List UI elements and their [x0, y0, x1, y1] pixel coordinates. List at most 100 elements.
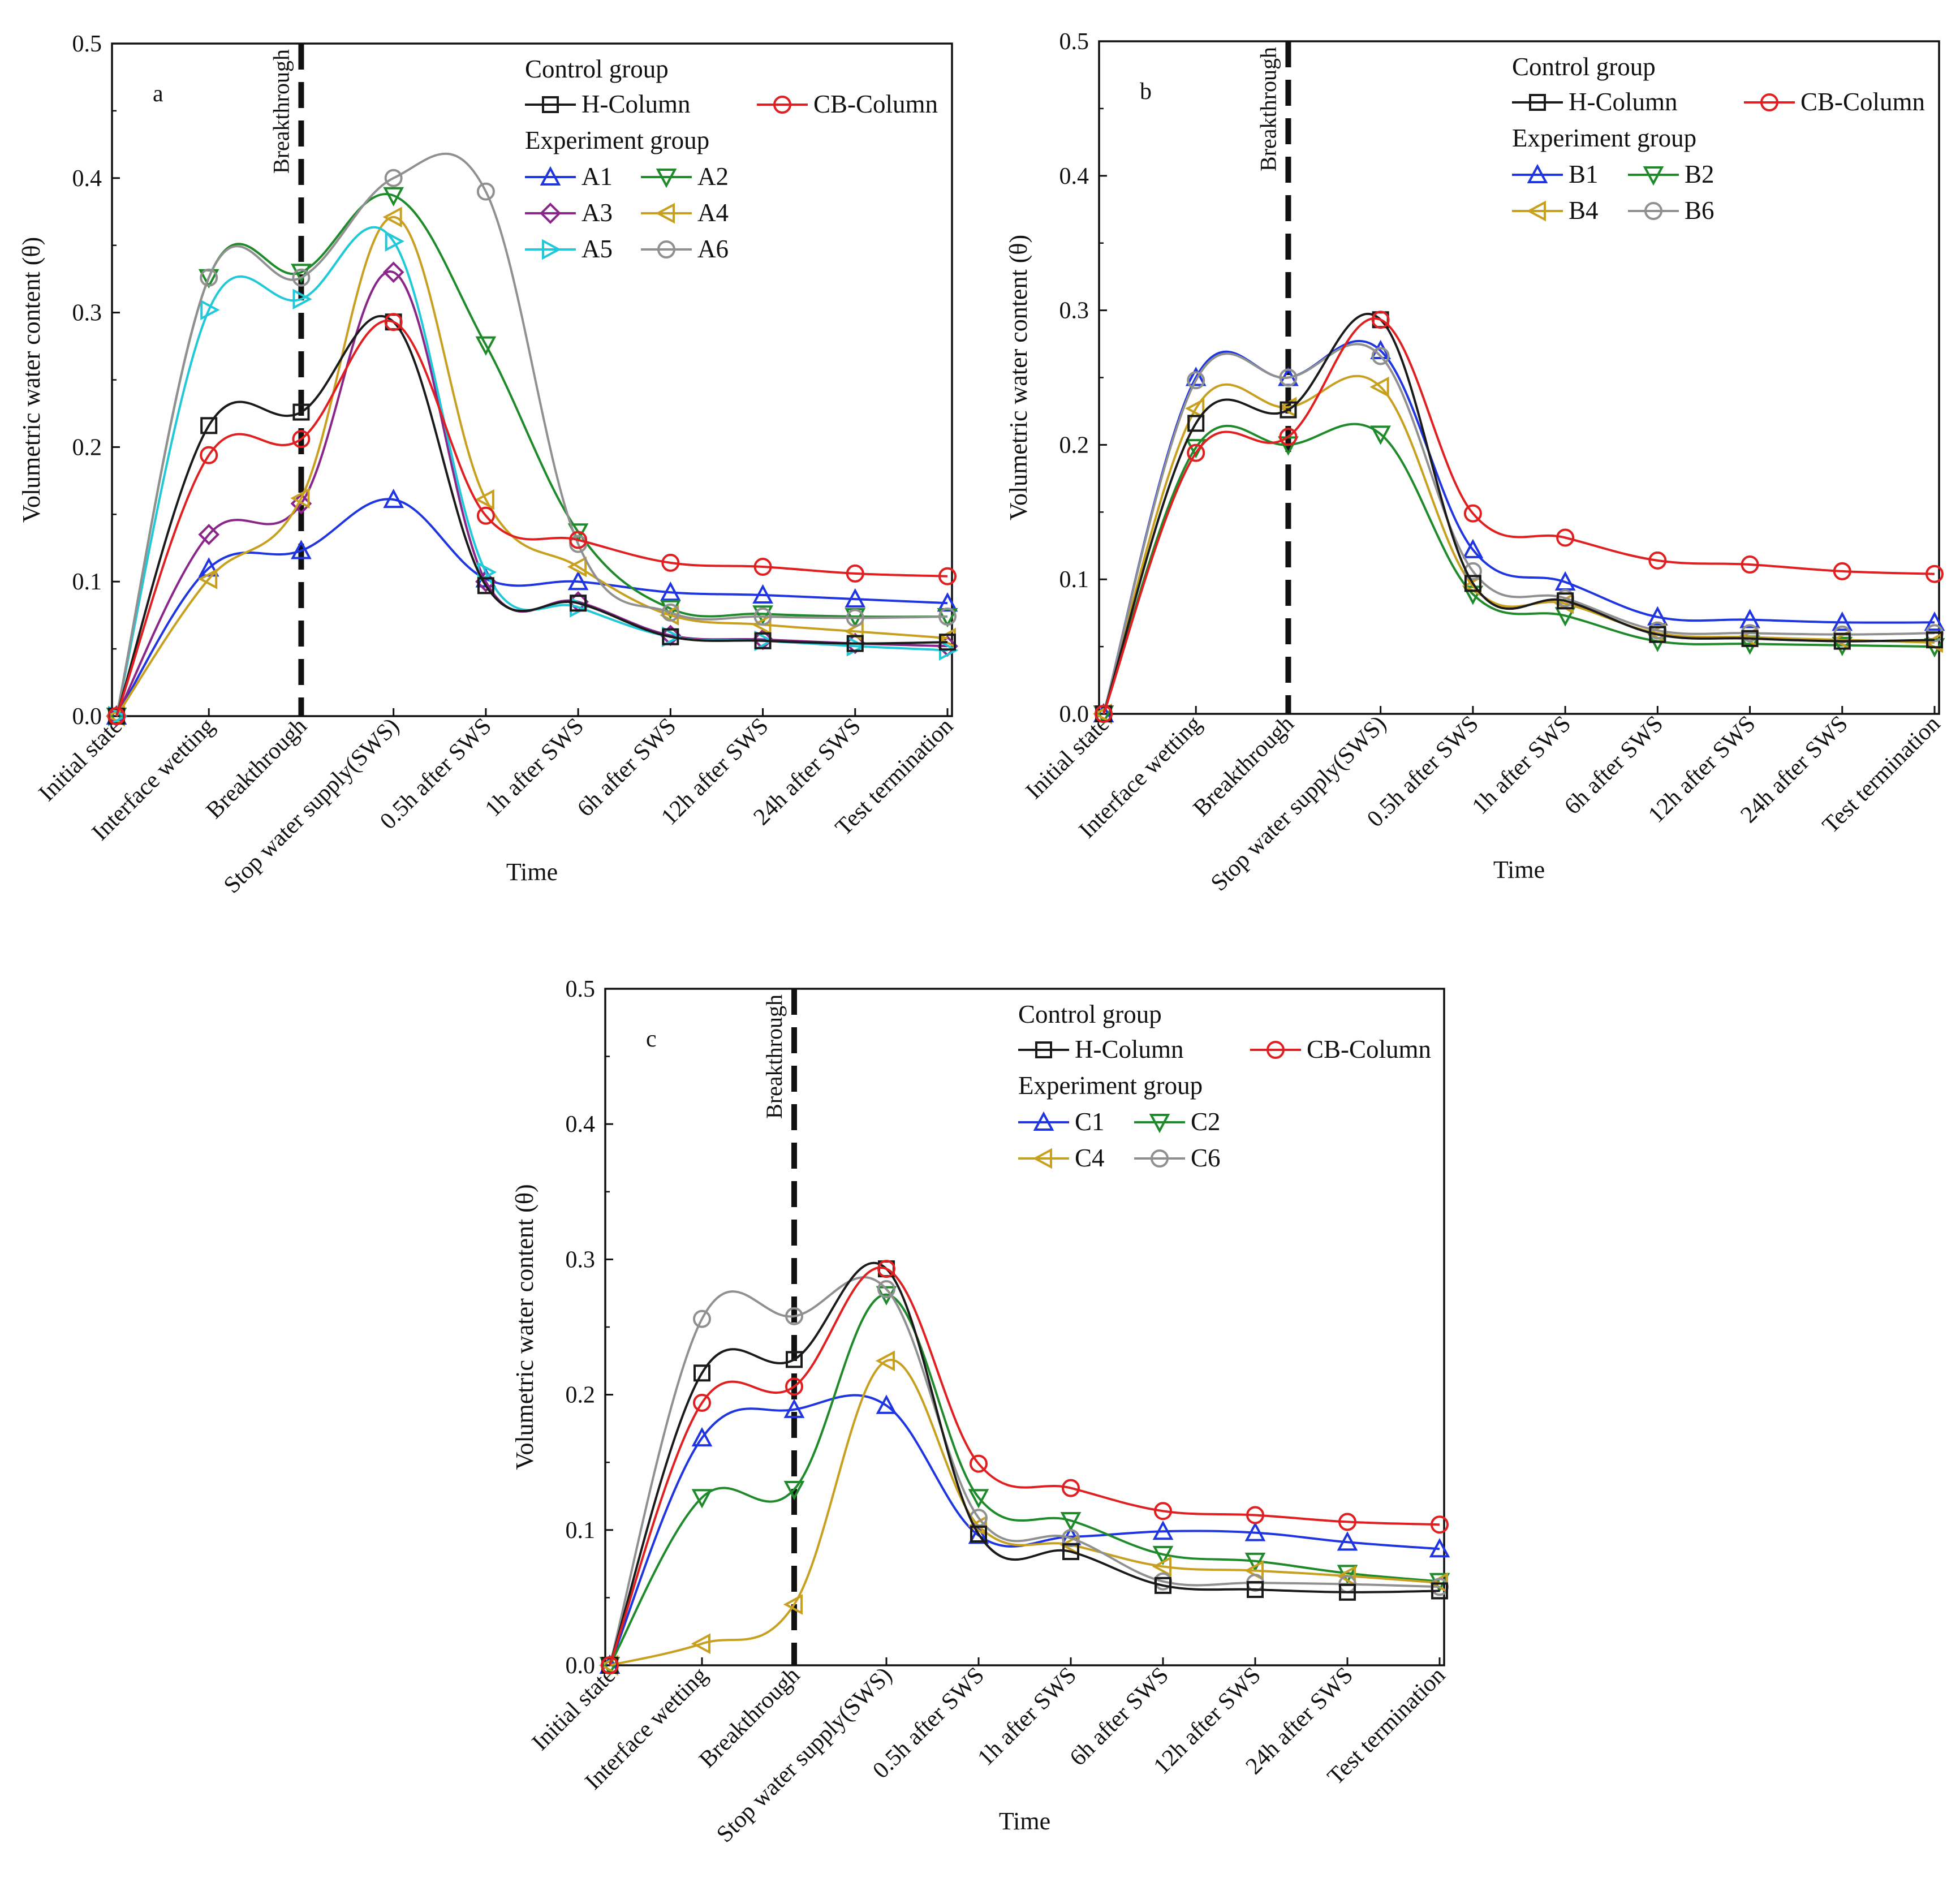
legend-label: C4: [1075, 1144, 1105, 1172]
data-point: [1154, 1502, 1172, 1520]
series-H-Column: [1095, 311, 1943, 722]
legend-label: A1: [581, 162, 613, 191]
legend-label: A5: [581, 235, 613, 263]
data-point: [661, 603, 680, 622]
data-point: [1155, 1576, 1171, 1594]
data-point: [385, 231, 404, 252]
legend-swatch-marker: [656, 169, 677, 188]
data-point: [567, 570, 589, 591]
data-point: [570, 595, 587, 612]
legend-label: CB-Column: [1307, 1035, 1431, 1063]
series-C6: [601, 1276, 1449, 1674]
data-point: [752, 605, 773, 625]
legend-label: CB-Column: [1800, 88, 1925, 116]
data-point: [291, 540, 312, 559]
data-point: [938, 567, 957, 585]
legend-swatch-marker: [540, 166, 561, 186]
data-point: [844, 632, 866, 654]
legend-label: C2: [1191, 1108, 1221, 1136]
legend-label: A2: [697, 162, 729, 191]
y-tick-label: 0.1: [566, 1518, 596, 1544]
data-point: [661, 553, 680, 572]
data-point: [875, 1350, 895, 1372]
y-axis-title: Volumetric water content (θ): [511, 1184, 539, 1470]
legend-heading-control: Control group: [1018, 1000, 1162, 1028]
legend-swatch-marker: [657, 240, 675, 259]
data-point: [1832, 611, 1853, 631]
y-tick-label: 0.5: [72, 31, 102, 57]
data-point: [970, 1525, 987, 1543]
data-point: [1648, 551, 1667, 570]
data-point: [783, 1481, 805, 1501]
data-point: [200, 417, 218, 434]
legend-item-A6: A6: [641, 235, 729, 263]
data-point: [1557, 592, 1574, 610]
data-point: [968, 1489, 989, 1509]
y-tick-label: 0.3: [72, 300, 102, 326]
legend-heading-experiment: Experiment group: [525, 126, 709, 154]
series-CB-Column: [1095, 311, 1944, 723]
data-point: [783, 1398, 805, 1418]
x-category-label: Stop water supply(SWS): [712, 1662, 897, 1848]
data-point: [845, 588, 866, 608]
data-point: [752, 614, 772, 635]
series-line: [1102, 313, 1935, 714]
data-point: [1152, 1520, 1174, 1540]
data-point: [846, 635, 864, 652]
series-line: [115, 152, 948, 717]
data-point: [1431, 1582, 1448, 1600]
x-category-label: 1h after SWS: [480, 713, 589, 822]
data-point: [1339, 1583, 1356, 1601]
legend: Control group H-Column CB-Column Experiment…: [1018, 1000, 1431, 1172]
data-point: [937, 592, 958, 612]
legend-item-CB-Column: CB-Column: [1250, 1035, 1431, 1063]
legend-item-B6: B6: [1628, 196, 1715, 225]
legend-label: A4: [697, 199, 729, 227]
data-point: [846, 609, 864, 627]
legend-item-C1: C1: [1018, 1108, 1105, 1136]
legend-label: H-Column: [581, 90, 691, 118]
data-point: [785, 1377, 803, 1396]
legend-item-A2: A2: [641, 162, 729, 191]
data-point: [877, 1260, 895, 1278]
series-line: [1102, 340, 1935, 714]
data-point: [1279, 368, 1298, 387]
x-axis-title: Time: [999, 1807, 1050, 1835]
legend-heading-experiment: Experiment group: [1018, 1071, 1203, 1100]
y-tick-label: 0.0: [1059, 701, 1089, 727]
legend-item-H-Column: H-Column: [525, 90, 691, 118]
legend: Control group H-Column CB-Column Experiment…: [1512, 53, 1925, 225]
data-point: [1337, 1531, 1358, 1551]
series-line: [609, 1293, 1440, 1666]
legend-item-A5: A5: [525, 235, 613, 263]
series-A3: [106, 261, 958, 727]
data-point: [1095, 705, 1113, 723]
y-tick-label: 0.4: [1059, 163, 1089, 189]
breakthrough-label: Breakthrough: [268, 49, 294, 174]
data-point: [1338, 1513, 1356, 1531]
y-tick-label: 0.4: [566, 1112, 596, 1138]
data-point: [968, 1524, 989, 1544]
legend-label: A3: [581, 199, 613, 227]
data-point: [938, 608, 957, 626]
series-line: [1102, 374, 1935, 714]
legend-item-C2: C2: [1134, 1108, 1221, 1136]
data-point: [1741, 630, 1759, 647]
legend-item-H-Column: H-Column: [1512, 88, 1678, 116]
data-point: [693, 1364, 710, 1382]
data-point: [1925, 565, 1944, 583]
legend-label: H-Column: [1569, 88, 1678, 116]
data-point: [384, 313, 403, 331]
series-line: [609, 1262, 1440, 1666]
series-line: [609, 1266, 1440, 1666]
data-point: [877, 1280, 895, 1299]
data-point: [382, 261, 404, 283]
data-point: [753, 608, 772, 626]
legend-item-C6: C6: [1134, 1144, 1221, 1172]
y-axis-title: Volumetric water content (θ): [18, 237, 45, 523]
series-CB-Column: [601, 1260, 1449, 1674]
series-line: [609, 1359, 1440, 1666]
y-tick-label: 0.5: [1059, 29, 1089, 55]
